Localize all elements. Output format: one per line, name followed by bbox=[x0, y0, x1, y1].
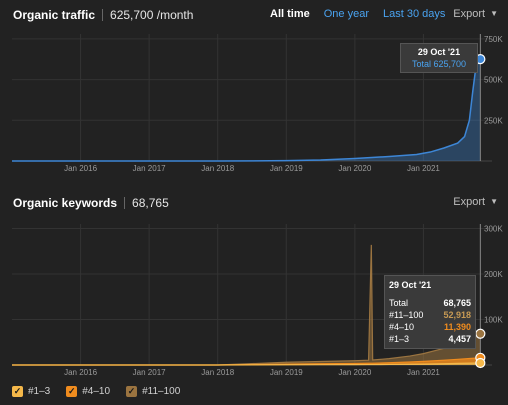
keywords-value: 68,765 bbox=[132, 196, 169, 210]
tooltip-row-value: 68,765 bbox=[443, 298, 471, 308]
legend-label: #11–100 bbox=[142, 386, 181, 397]
legend-item-1-3[interactable]: ✓ #1–3 bbox=[12, 386, 50, 397]
traffic-title: Organic traffic bbox=[13, 8, 96, 22]
x-tick-label: Jan 2018 bbox=[201, 164, 234, 173]
chevron-down-icon: ▼ bbox=[490, 9, 498, 18]
traffic-value: 625,700 /month bbox=[110, 8, 194, 22]
y-tick-label: 750K bbox=[484, 35, 503, 44]
keywords-area-1-3 bbox=[12, 362, 481, 365]
traffic-header: Organic traffic 625,700 /month bbox=[13, 6, 193, 24]
range-all-time[interactable]: All time bbox=[270, 8, 310, 20]
tooltip-row-value: 11,390 bbox=[443, 322, 471, 332]
checkbox-checked-icon[interactable]: ✓ bbox=[12, 386, 23, 397]
keywords-line-1-3 bbox=[12, 362, 481, 366]
tooltip-row-1-3: #1–3 4,457 bbox=[389, 333, 471, 345]
keywords-header: Organic keywords 68,765 bbox=[13, 194, 169, 212]
range-one-year[interactable]: One year bbox=[323, 8, 369, 20]
y-tick-label: 500K bbox=[484, 76, 503, 85]
tooltip-row-label: Total bbox=[389, 298, 409, 308]
tooltip-row-label: #1–3 bbox=[389, 334, 410, 344]
date-range-selector: All time One year Last 30 days bbox=[270, 8, 459, 20]
x-tick-label: Jan 2018 bbox=[201, 368, 234, 377]
legend-item-11-100[interactable]: ✓ #11–100 bbox=[126, 386, 180, 397]
tooltip-date: 29 Oct '21 bbox=[417, 47, 461, 57]
x-tick-label: Jan 2016 bbox=[64, 164, 97, 173]
x-tick-label: Jan 2017 bbox=[133, 368, 166, 377]
keywords-tooltip: 29 Oct '21 Total 68,765 #11–100 52,918 #… bbox=[384, 275, 476, 349]
x-tick-label: Jan 2021 bbox=[407, 164, 440, 173]
traffic-export-button[interactable]: Export ▼ bbox=[453, 8, 498, 20]
tooltip-row-total: Total 68,765 bbox=[389, 297, 471, 309]
keywords-title: Organic keywords bbox=[13, 196, 118, 210]
keywords-area-11-100 bbox=[12, 244, 481, 365]
tooltip-row-11-100: #11–100 52,918 bbox=[389, 309, 471, 321]
tooltip-row-value: 52,918 bbox=[443, 310, 471, 320]
x-tick-label: Jan 2020 bbox=[338, 368, 371, 377]
tooltip-row-4-10: #4–10 11,390 bbox=[389, 321, 471, 333]
tooltip-total: Total 625,700 bbox=[411, 59, 467, 69]
tooltip-date: 29 Oct '21 bbox=[389, 280, 432, 290]
header-divider bbox=[102, 9, 104, 21]
header-divider bbox=[124, 197, 126, 209]
legend-label: #1–3 bbox=[28, 386, 51, 397]
x-tick-label: Jan 2020 bbox=[338, 164, 371, 173]
tooltip-row-value: 4,457 bbox=[448, 334, 471, 344]
y-tick-label: 250K bbox=[484, 116, 503, 125]
x-tick-label: Jan 2019 bbox=[270, 368, 303, 377]
keywords-hover-point-11-100 bbox=[475, 328, 486, 339]
keywords-legend: ✓ #1–3 ✓ #4–10 ✓ #11–100 bbox=[12, 386, 196, 397]
legend-label: #4–10 bbox=[82, 386, 111, 397]
y-tick-label: 200K bbox=[484, 270, 503, 279]
export-label: Export bbox=[453, 8, 486, 20]
checkbox-checked-icon[interactable]: ✓ bbox=[66, 386, 78, 397]
y-tick-label: 300K bbox=[484, 225, 503, 234]
x-tick-label: Jan 2017 bbox=[133, 164, 166, 173]
range-last-30-days[interactable]: Last 30 days bbox=[382, 8, 446, 20]
organic-traffic-panel: Organic traffic 625,700 /month All time … bbox=[0, 0, 508, 190]
keywords-export-button[interactable]: Export ▼ bbox=[453, 196, 498, 208]
x-tick-label: Jan 2016 bbox=[64, 368, 97, 377]
tooltip-row-label: #11–100 bbox=[389, 310, 424, 320]
organic-keywords-panel: Organic keywords 68,765 Export ▼ bbox=[0, 190, 508, 405]
traffic-tooltip: 29 Oct '21 Total 625,700 bbox=[400, 43, 478, 73]
y-tick-label: 100K bbox=[484, 316, 503, 325]
x-tick-label: Jan 2019 bbox=[270, 164, 303, 173]
traffic-area bbox=[12, 59, 481, 162]
checkbox-checked-icon[interactable]: ✓ bbox=[126, 386, 138, 397]
chevron-down-icon: ▼ bbox=[490, 197, 498, 206]
x-tick-label: Jan 2021 bbox=[407, 368, 440, 377]
tooltip-row-label: #4–10 bbox=[389, 322, 415, 332]
traffic-line bbox=[12, 58, 481, 162]
keywords-hover-point-1-3 bbox=[475, 357, 486, 369]
export-label: Export bbox=[453, 196, 486, 208]
legend-item-4-10[interactable]: ✓ #4–10 bbox=[66, 386, 110, 397]
